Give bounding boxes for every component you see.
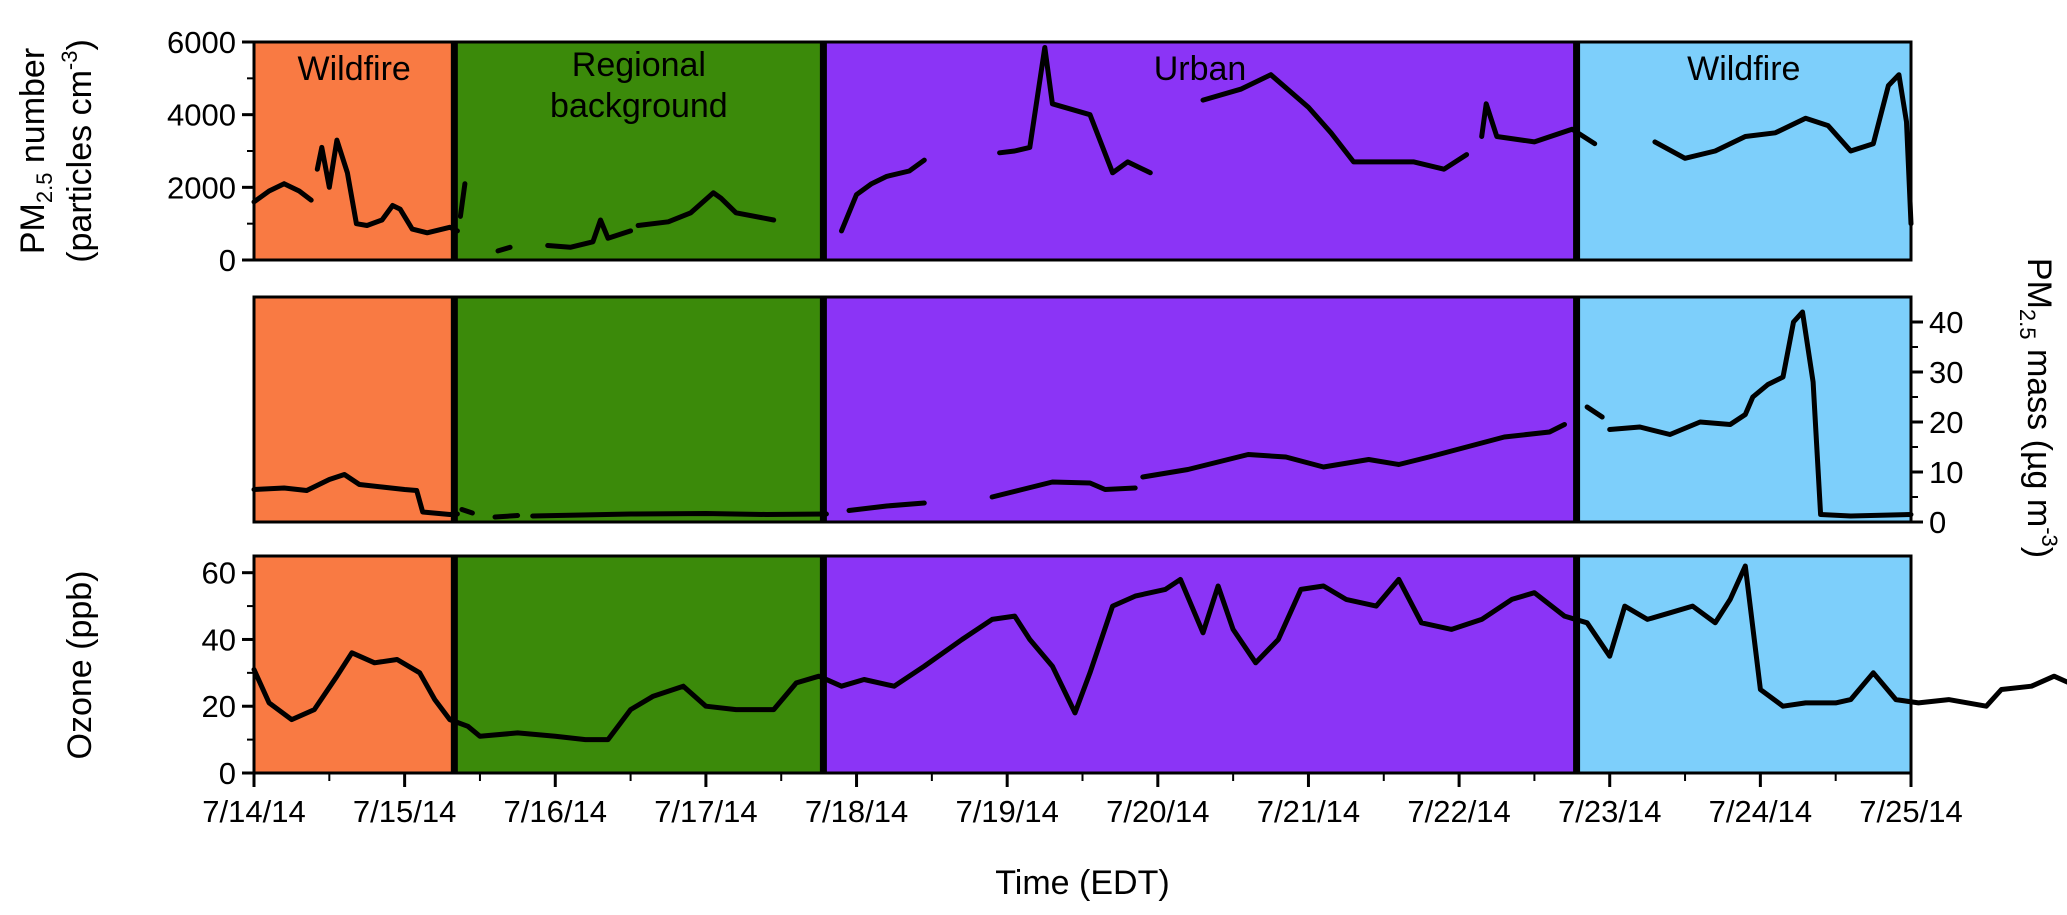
x-tick-label: 7/20/14 xyxy=(1106,794,1209,829)
region-label: Urban xyxy=(1154,50,1247,88)
series-line-segment xyxy=(989,479,1138,500)
series-line-segment xyxy=(997,45,1153,176)
y-axis-title-superscript: -3 xyxy=(2037,527,2062,547)
plot-frame xyxy=(252,295,1913,524)
series-line-segment xyxy=(530,511,829,519)
y-axis-title-text: ) xyxy=(2020,547,2058,558)
y-axis-title-text: number xyxy=(14,48,52,173)
y-axis-title-superscript: -3 xyxy=(57,51,82,71)
y-tick-label: 2000 xyxy=(167,170,236,205)
series-line-segment xyxy=(846,500,927,513)
region-band-2 xyxy=(823,297,1577,522)
y-tick-label: 40 xyxy=(1929,305,1963,340)
x-tick-label: 7/22/14 xyxy=(1407,794,1510,829)
y-axis-title-middle: PM2.5 mass (µg m-3) xyxy=(2015,258,2062,558)
y-tick-label: 60 xyxy=(202,556,236,591)
y-axis-title-subscript: 2.5 xyxy=(2015,309,2040,340)
x-tick-label: 7/25/14 xyxy=(1859,794,1962,829)
x-tick-label: 7/24/14 xyxy=(1709,794,1812,829)
x-tick-label: 7/14/14 xyxy=(202,794,305,829)
region-band-0 xyxy=(254,556,455,773)
panel-bottom: 0 20 40 60 xyxy=(202,554,2067,791)
series-line-segment xyxy=(314,137,460,236)
series-line-segment xyxy=(251,563,2067,743)
x-axis-title: Time (EDT) xyxy=(995,864,1169,902)
y-tick-label: 20 xyxy=(1929,405,1963,440)
y-axis-title-bottom: Ozone (ppb) xyxy=(61,571,99,760)
region-label: Wildfire xyxy=(298,50,411,88)
y-axis-title-text: ) xyxy=(61,39,99,50)
y-tick-label: 30 xyxy=(1929,355,1963,390)
y-axis-title-text: mass (µg m xyxy=(2020,339,2058,527)
series-line-segment xyxy=(1584,404,1605,420)
region-label: Wildfire xyxy=(1687,50,1800,88)
series-line-segment xyxy=(251,181,314,205)
region-band-2 xyxy=(823,42,1577,260)
x-tick-label: 7/23/14 xyxy=(1558,794,1661,829)
y-axis-title-top-line2: (particles cm-3) xyxy=(57,39,99,263)
series-line-segment xyxy=(457,181,468,219)
y-tick-label: 20 xyxy=(202,689,236,724)
series-line-segment xyxy=(1200,72,1470,172)
series-line-segment xyxy=(1652,72,1914,227)
region-band-3 xyxy=(1576,297,1911,522)
region-band-0 xyxy=(254,297,455,522)
y-tick-label: 0 xyxy=(219,243,236,278)
x-tick-label: 7/15/14 xyxy=(353,794,456,829)
y-tick-label: 10 xyxy=(1929,455,1963,490)
y-axis-title-text: PM xyxy=(2020,258,2058,309)
series-line-segment xyxy=(459,507,475,516)
series-line-segment xyxy=(635,190,777,228)
series-line-segment xyxy=(545,217,634,250)
region-band-1 xyxy=(454,297,824,522)
panel-middle: 0 10 20 30 40 xyxy=(251,295,1963,540)
x-tick-label: 7/18/14 xyxy=(805,794,908,829)
series-line-segment xyxy=(1479,101,1598,147)
y-axis-title-top-line1: PM2.5 number xyxy=(14,48,57,254)
x-tick-label: 7/17/14 xyxy=(654,794,757,829)
series-line-segment xyxy=(1140,422,1567,480)
x-tick-label: 7/21/14 xyxy=(1257,794,1360,829)
series-line-segment xyxy=(251,472,460,517)
region-band-2 xyxy=(823,556,1577,773)
y-axis-title-text: PM xyxy=(14,203,52,254)
y-tick-label: 40 xyxy=(202,622,236,657)
series-line-segment xyxy=(495,244,513,254)
y-tick-label: 6000 xyxy=(167,25,236,60)
y-tick-label: 0 xyxy=(219,756,236,791)
region-label-line2: background xyxy=(550,87,728,125)
y-axis-title-subscript: 2.5 xyxy=(32,173,57,204)
x-tick-label: 7/16/14 xyxy=(504,794,607,829)
series-line-segment xyxy=(839,157,927,234)
region-band-3 xyxy=(1576,556,1911,773)
y-axis-title-text: (particles cm xyxy=(61,70,99,263)
x-tick-label: 7/19/14 xyxy=(955,794,1058,829)
region-label: Regional xyxy=(572,46,706,84)
series-line-segment xyxy=(492,513,521,520)
y-tick-label: 4000 xyxy=(167,98,236,133)
series-line-segment xyxy=(1607,309,1914,519)
region-band-1 xyxy=(454,556,824,773)
y-tick-label: 0 xyxy=(1929,505,1946,540)
x-axis: 7/14/14 7/15/14 7/16/14 7/17/14 7/18/14 7/19/… xyxy=(202,773,1963,902)
